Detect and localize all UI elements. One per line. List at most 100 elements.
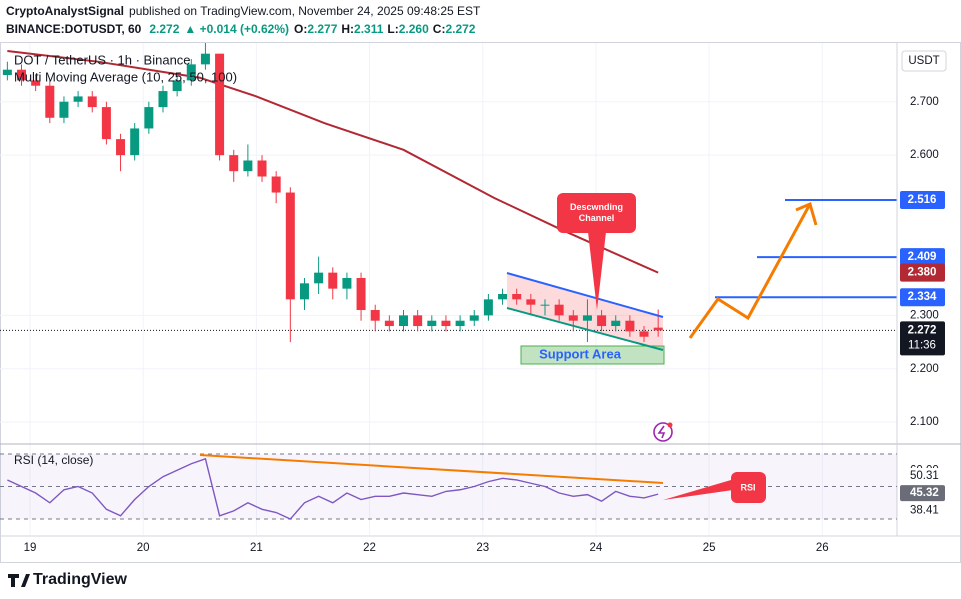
candle-body <box>582 315 592 321</box>
candle-body <box>597 315 607 327</box>
symbol: BINANCE:DOTUSDT, 60 <box>6 22 142 36</box>
rsi-side-label: 50.31 <box>910 470 939 482</box>
candle-body <box>116 139 126 156</box>
candle-body <box>540 304 550 306</box>
support-box <box>520 345 665 365</box>
footer-brand: TradingView <box>33 571 128 588</box>
ohlc-key: H: <box>341 22 354 36</box>
currency-box <box>901 50 947 72</box>
candle-body <box>45 85 55 118</box>
ohlc-value: 2.277 <box>307 22 337 36</box>
candle-body <box>73 96 83 102</box>
x-tick-label: 22 <box>363 542 376 554</box>
channel-top <box>506 272 664 318</box>
alert-dot <box>667 422 673 428</box>
candle-body <box>87 96 97 108</box>
ma-label-box <box>900 263 945 282</box>
candle-body <box>299 283 309 300</box>
plot <box>0 43 897 343</box>
last-price: 2.272 <box>149 22 179 36</box>
x-tick-label: 24 <box>590 542 603 554</box>
rsi-legend: RSI (14, close) <box>14 453 93 467</box>
callout-text: Descwnding Channel <box>569 202 623 223</box>
candle-body <box>314 272 324 284</box>
candle-body <box>257 160 267 177</box>
alert-icon <box>653 422 673 442</box>
candle-body <box>172 80 182 92</box>
alert-icon-bolt <box>657 425 666 439</box>
rsi-side-box <box>900 502 945 519</box>
candle-body <box>554 304 564 316</box>
ohlc-key: O: <box>294 22 307 36</box>
countdown: 11:36 <box>908 339 936 351</box>
candle-body <box>130 128 140 156</box>
rsi-side-label: 38.41 <box>910 504 939 516</box>
candle-body <box>101 107 111 140</box>
candle-body <box>483 299 493 316</box>
candle-body <box>285 192 295 300</box>
footer-logo <box>8 574 30 587</box>
price-axis: 2.100 2.200 2.300 2.600 2.700 19 20 21 22 23 24 25 2… <box>24 50 947 554</box>
callout-pointer <box>588 232 606 310</box>
candle-body <box>158 91 168 108</box>
candle-body <box>568 315 578 321</box>
published: published on TradingView.com, November 2… <box>129 4 481 18</box>
rsi-callout-pointer <box>663 480 733 500</box>
quote-line: BINANCE:DOTUSDT, 60 2.272 ▲ +0.014 (+0.62%… <box>6 22 476 36</box>
indicator-legend: Multi Moving Average (10, 25, 50, 100) <box>14 69 237 84</box>
ohlc-value: 2.311 <box>354 22 384 36</box>
y-tick-label: 2.100 <box>910 416 939 428</box>
ohlc-value: 2.260 <box>399 22 429 36</box>
level-label: 2.516 <box>908 194 937 206</box>
candle-body <box>229 155 239 172</box>
x-tick-label: 20 <box>137 542 150 554</box>
x-tick-label: 26 <box>816 542 829 554</box>
candle-body <box>469 315 479 321</box>
candle-body <box>59 101 69 118</box>
change: ▲ +0.014 (+0.62%) <box>184 22 289 36</box>
candle-body <box>639 331 649 337</box>
candle-body <box>512 294 522 300</box>
candle-body <box>271 176 281 193</box>
x-tick-label: 19 <box>24 542 37 554</box>
publish-line: CryptoAnalystSignal published on TradingV… <box>6 4 481 18</box>
candle-body <box>441 320 451 327</box>
candle-body <box>17 69 27 81</box>
candle-body <box>625 320 635 332</box>
level-label: 2.334 <box>908 291 937 303</box>
x-tick-label: 21 <box>250 542 263 554</box>
candle-body <box>399 315 409 327</box>
candle-body <box>653 327 663 331</box>
callout-box <box>557 193 636 233</box>
currency-label: USDT <box>908 55 939 67</box>
candle-body <box>526 299 536 305</box>
author: CryptoAnalystSignal <box>6 4 124 18</box>
chart-frame <box>0 42 961 563</box>
level-label: 2.409 <box>908 251 937 263</box>
rsi-side-box <box>900 467 945 484</box>
candle-body <box>611 320 621 327</box>
candle-body <box>498 294 508 300</box>
moving-average <box>7 50 659 274</box>
ohlc-value: 2.272 <box>445 22 475 36</box>
y-tick-label: 2.300 <box>910 309 939 321</box>
y-tick-label: 2.700 <box>910 96 939 108</box>
candle-body <box>215 53 225 156</box>
price-label: 2.272 <box>908 324 937 336</box>
y-tick-label: 2.600 <box>910 149 939 161</box>
level-label-box <box>900 248 945 267</box>
support-label: Support Area <box>539 346 622 361</box>
channel-bottom <box>506 307 664 351</box>
level-label-box <box>900 191 945 210</box>
candle-body <box>144 107 154 129</box>
candle-body <box>455 320 465 327</box>
level-label-box <box>900 288 945 307</box>
candle-body <box>427 320 437 327</box>
ohlc-key: L: <box>387 22 398 36</box>
rsi-value-label: 45.32 <box>910 487 939 499</box>
candle-body <box>413 315 423 327</box>
rsi-callout-box <box>731 472 766 503</box>
symbol-legend: DOT / TetherUS · 1h · Binance <box>14 52 191 67</box>
candle-body <box>328 272 338 289</box>
